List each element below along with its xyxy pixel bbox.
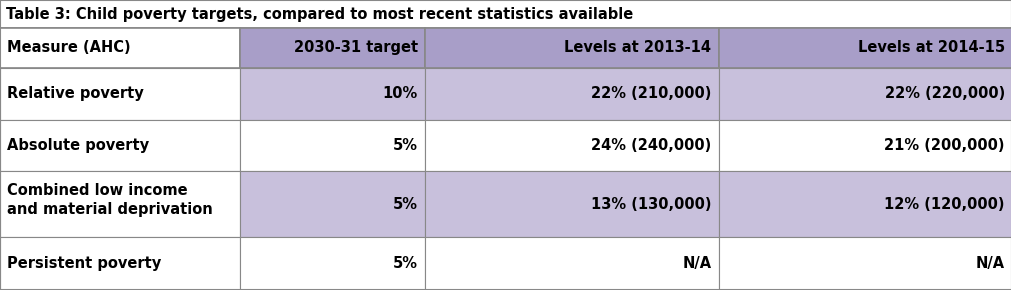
Text: N/A: N/A [681, 256, 711, 271]
Bar [240, 68, 425, 120]
Bar [425, 68, 718, 120]
Bar [718, 28, 1011, 68]
Bar [240, 237, 425, 290]
Text: 12% (120,000): 12% (120,000) [884, 197, 1004, 212]
Text: 24% (240,000): 24% (240,000) [590, 138, 711, 153]
Bar [0, 120, 240, 171]
Bar [0, 68, 240, 120]
Bar [240, 171, 425, 237]
Bar [718, 120, 1011, 171]
Text: Levels at 2014-15: Levels at 2014-15 [857, 41, 1004, 55]
Bar [0, 0, 1011, 28]
Bar [240, 120, 425, 171]
Bar [718, 171, 1011, 237]
Bar [240, 28, 425, 68]
Text: Absolute poverty: Absolute poverty [7, 138, 149, 153]
Text: 5%: 5% [392, 197, 418, 212]
Text: 2030-31 target: 2030-31 target [293, 41, 418, 55]
Bar [0, 237, 240, 290]
Text: Combined low income
and material deprivation: Combined low income and material depriva… [7, 183, 212, 217]
Bar [0, 28, 240, 68]
Bar [718, 237, 1011, 290]
Bar [718, 68, 1011, 120]
Bar [425, 28, 718, 68]
Text: 5%: 5% [392, 138, 418, 153]
Text: Measure (AHC): Measure (AHC) [7, 41, 130, 55]
Text: Persistent poverty: Persistent poverty [7, 256, 161, 271]
Bar [425, 120, 718, 171]
Text: 22% (210,000): 22% (210,000) [590, 86, 711, 102]
Text: Table 3: Child poverty targets, compared to most recent statistics available: Table 3: Child poverty targets, compared… [6, 7, 633, 22]
Bar [425, 171, 718, 237]
Text: 5%: 5% [392, 256, 418, 271]
Bar [425, 237, 718, 290]
Text: 21% (200,000): 21% (200,000) [884, 138, 1004, 153]
Bar [0, 171, 240, 237]
Text: 13% (130,000): 13% (130,000) [590, 197, 711, 212]
Text: N/A: N/A [975, 256, 1004, 271]
Text: Levels at 2013-14: Levels at 2013-14 [564, 41, 711, 55]
Text: Relative poverty: Relative poverty [7, 86, 144, 102]
Text: 22% (220,000): 22% (220,000) [884, 86, 1004, 102]
Text: 10%: 10% [382, 86, 418, 102]
